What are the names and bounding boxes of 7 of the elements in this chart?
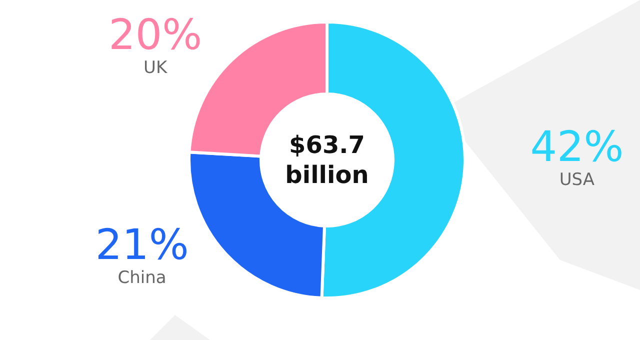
slice-label: China [118,268,166,288]
text: $63.7 billion [285,131,369,189]
data-label: 21% [95,220,189,269]
data-label: 20% [108,10,202,59]
slice-label: USA [559,170,595,190]
slice-label: UK [144,58,168,78]
data-label: 42% [530,122,624,171]
